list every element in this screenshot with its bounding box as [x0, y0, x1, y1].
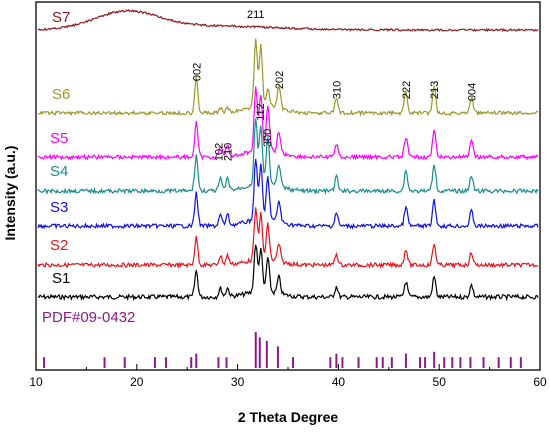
peak-label-002: 002	[191, 63, 203, 81]
series-label-s1: S1	[52, 270, 70, 287]
series-line-s1	[37, 244, 539, 302]
peak-label-202: 202	[274, 71, 286, 89]
traces	[37, 9, 539, 302]
pdf-reference-label: PDF#09-0432	[42, 309, 135, 326]
peak-label-300: 300	[262, 129, 274, 147]
x-tick-label-3: 40	[332, 375, 346, 389]
peak-label-112: 112	[255, 103, 267, 121]
series-line-s4	[37, 118, 539, 196]
reference-lines	[43, 332, 522, 368]
series-label-s4: S4	[50, 163, 68, 180]
peak-label-222: 222	[401, 81, 413, 99]
series-label-s6: S6	[52, 86, 70, 103]
peak-label-004: 004	[466, 83, 478, 101]
series-label-s3: S3	[50, 199, 68, 216]
series-line-s5	[37, 86, 539, 161]
x-tick-label-4: 50	[433, 375, 447, 389]
series-label-s2: S2	[50, 237, 68, 254]
peak-label-102: 102	[213, 143, 225, 161]
x-tick-label-0: 10	[29, 375, 43, 389]
x-axis: 10 20 30 40 50 60	[29, 364, 547, 389]
series-label-s7: S7	[52, 9, 70, 26]
peak-label-310: 310	[331, 81, 343, 99]
series-line-s7	[37, 9, 539, 33]
peak-label-211: 211	[247, 9, 265, 21]
series-label-s5: S5	[50, 130, 68, 147]
x-tick-label-5: 60	[533, 375, 547, 389]
series-line-s3	[37, 158, 539, 230]
series-line-s6	[37, 38, 539, 117]
x-axis-title: 2 Theta Degree	[238, 409, 339, 425]
peak-label-213: 213	[429, 81, 441, 99]
x-tick-label-2: 30	[231, 375, 245, 389]
x-tick-label-1: 20	[130, 375, 144, 389]
series-line-s2	[37, 207, 539, 270]
series-labels: S1 S2 S3 S4 S5 S6 S7	[50, 9, 70, 287]
y-axis-title: Intensity (a.u.)	[2, 146, 18, 241]
peak-label-210: 210	[223, 143, 235, 161]
